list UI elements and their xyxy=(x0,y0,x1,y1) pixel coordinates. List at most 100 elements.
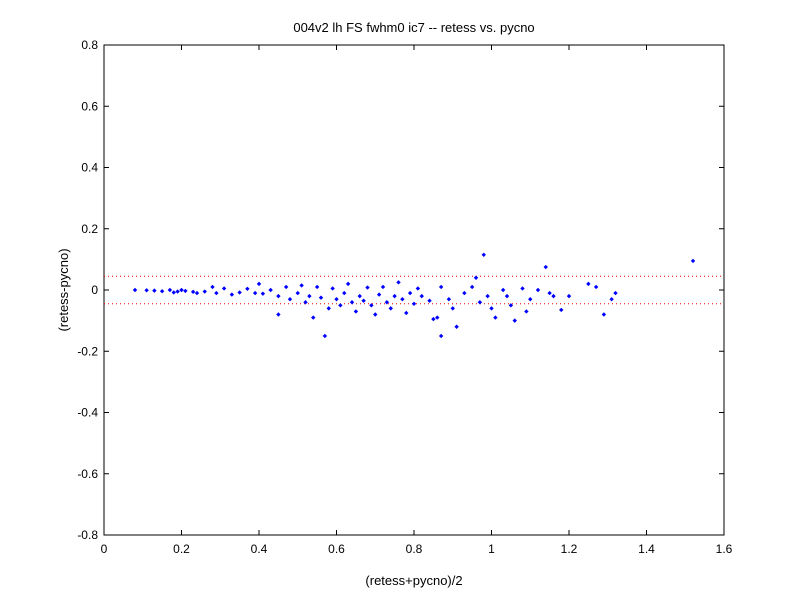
data-point xyxy=(485,293,490,299)
y-tick-label: 0.2 xyxy=(81,222,98,236)
data-point xyxy=(237,290,242,295)
data-point xyxy=(357,293,362,299)
data-point xyxy=(183,288,188,294)
data-point xyxy=(396,280,401,285)
data-point xyxy=(132,287,138,293)
data-point xyxy=(295,290,300,296)
y-tick-label: -0.4 xyxy=(77,406,98,420)
data-point xyxy=(353,309,359,314)
x-tick-label: 1 xyxy=(488,542,495,556)
data-point xyxy=(345,281,351,287)
data-point xyxy=(404,310,409,316)
data-point xyxy=(559,307,564,313)
data-point xyxy=(179,287,184,293)
data-point xyxy=(535,287,541,293)
data-point xyxy=(330,286,335,291)
data-point xyxy=(252,290,258,296)
data-point xyxy=(287,296,293,302)
data-point xyxy=(500,287,506,293)
data-point xyxy=(373,312,378,317)
data-point xyxy=(520,286,525,291)
data-point xyxy=(435,315,440,320)
data-point xyxy=(384,300,390,305)
data-point xyxy=(407,290,413,296)
x-tick-label: 0.8 xyxy=(406,542,423,556)
data-point xyxy=(299,283,304,288)
data-point xyxy=(593,284,599,290)
data-point xyxy=(314,284,320,290)
data-point xyxy=(446,296,452,302)
y-tick-label: -0.6 xyxy=(77,467,98,481)
data-point xyxy=(477,300,483,305)
data-point xyxy=(551,293,556,299)
data-point xyxy=(167,287,173,293)
data-point xyxy=(586,281,591,287)
data-point xyxy=(283,284,289,290)
data-point xyxy=(462,290,467,296)
data-point xyxy=(380,284,386,290)
x-tick-label: 0 xyxy=(101,542,108,556)
data-point xyxy=(311,315,316,320)
data-point xyxy=(489,306,494,311)
y-tick-label: 0.8 xyxy=(81,38,98,52)
x-axis-label: (retess+pycno)/2 xyxy=(365,573,462,588)
y-tick-label: 0 xyxy=(91,283,98,297)
data-point xyxy=(210,284,215,290)
x-tick-label: 1.2 xyxy=(561,542,578,556)
data-point xyxy=(528,296,533,302)
data-point xyxy=(392,293,397,299)
data-point xyxy=(508,303,514,308)
y-axis-ticks: -0.8 -0.6 -0.4 -0.2 0 0.2 0.4 0.6 0.8 xyxy=(77,38,724,542)
x-tick-label: 1.4 xyxy=(638,542,655,556)
data-point xyxy=(504,293,510,299)
data-point xyxy=(307,293,312,299)
data-point xyxy=(690,258,696,264)
data-point xyxy=(229,292,235,297)
data-point xyxy=(318,295,324,300)
data-point xyxy=(427,298,432,303)
data-point xyxy=(260,291,266,296)
data-point xyxy=(334,296,339,302)
data-point xyxy=(613,290,618,296)
data-point xyxy=(473,275,479,280)
data-point xyxy=(338,303,343,308)
data-point xyxy=(171,290,176,295)
y-tick-label: 0.4 xyxy=(81,161,98,175)
data-point xyxy=(268,287,273,293)
data-point xyxy=(276,293,281,299)
data-point xyxy=(566,293,572,299)
data-point xyxy=(194,290,200,296)
data-point xyxy=(245,286,250,291)
y-tick-label: 0.6 xyxy=(81,99,98,113)
data-point xyxy=(454,324,459,329)
data-point xyxy=(481,252,486,257)
data-point xyxy=(547,290,552,296)
data-point xyxy=(388,306,393,311)
data-point xyxy=(543,264,548,270)
data-point xyxy=(361,298,366,303)
data-point xyxy=(276,312,281,317)
reference-lines xyxy=(104,275,724,305)
data-point xyxy=(431,316,436,322)
data-point xyxy=(322,333,328,339)
data-point xyxy=(512,318,517,323)
data-point xyxy=(349,300,355,305)
x-tick-label: 1.6 xyxy=(716,542,733,556)
data-point xyxy=(376,292,382,297)
data-point xyxy=(609,296,614,302)
x-tick-label: 0.6 xyxy=(328,542,345,556)
data-point xyxy=(342,290,347,296)
data-point xyxy=(256,281,262,287)
data-point xyxy=(303,300,308,305)
data-point xyxy=(369,303,374,308)
data-point xyxy=(202,289,207,294)
data-point xyxy=(326,306,331,311)
data-point xyxy=(411,301,417,306)
y-tick-label: -0.2 xyxy=(77,344,98,358)
data-point xyxy=(175,289,180,294)
data-point xyxy=(524,309,529,314)
data-point xyxy=(438,333,444,339)
data-point xyxy=(365,285,370,290)
data-point xyxy=(601,312,607,317)
